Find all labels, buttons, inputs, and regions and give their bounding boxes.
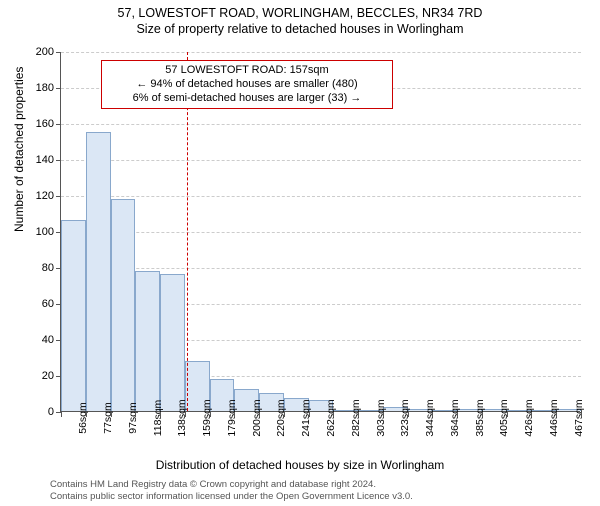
xtick-label: 241sqm: [300, 399, 312, 436]
ytick-label: 160: [24, 118, 54, 130]
xtick-label: 282sqm: [350, 399, 362, 436]
ytick-label: 60: [24, 298, 54, 310]
histogram-bar: [135, 271, 160, 411]
footer-line1: Contains HM Land Registry data © Crown c…: [50, 479, 413, 490]
xtick-label: 405sqm: [498, 399, 510, 436]
ytick-mark: [56, 160, 61, 161]
page-title-line2: Size of property relative to detached ho…: [0, 22, 600, 36]
gridline: [61, 124, 581, 125]
xtick-mark: [556, 412, 557, 417]
xtick-mark: [111, 412, 112, 417]
page-title-line1: 57, LOWESTOFT ROAD, WORLINGHAM, BECCLES,…: [0, 6, 600, 20]
ytick-label: 20: [24, 370, 54, 382]
footer-attribution: Contains HM Land Registry data © Crown c…: [50, 479, 413, 502]
ytick-label: 100: [24, 226, 54, 238]
ytick-label: 80: [24, 262, 54, 274]
ytick-label: 200: [24, 46, 54, 58]
xtick-mark: [259, 412, 260, 417]
xtick-mark: [284, 412, 285, 417]
xtick-label: 220sqm: [275, 399, 287, 436]
gridline: [61, 196, 581, 197]
xtick-mark: [86, 412, 87, 417]
gridline: [61, 160, 581, 161]
xtick-label: 323sqm: [399, 399, 411, 436]
xtick-label: 426sqm: [523, 399, 535, 436]
xtick-label: 467sqm: [573, 399, 585, 436]
ytick-label: 180: [24, 82, 54, 94]
annotation-box: 57 LOWESTOFT ROAD: 157sqm← 94% of detach…: [101, 60, 393, 109]
xtick-mark: [210, 412, 211, 417]
xtick-label: 262sqm: [325, 399, 337, 436]
xtick-mark: [432, 412, 433, 417]
xtick-label: 385sqm: [474, 399, 486, 436]
histogram-bar: [86, 132, 111, 411]
xtick-label: 56sqm: [77, 402, 89, 434]
annotation-line: ← 94% of detached houses are smaller (48…: [108, 78, 386, 92]
gridline: [61, 268, 581, 269]
xtick-mark: [581, 412, 582, 417]
xtick-mark: [383, 412, 384, 417]
xtick-label: 200sqm: [251, 399, 263, 436]
footer-line2: Contains public sector information licen…: [50, 491, 413, 502]
histogram-bar: [61, 220, 86, 411]
xtick-mark: [531, 412, 532, 417]
xtick-mark: [482, 412, 483, 417]
xtick-mark: [408, 412, 409, 417]
ytick-label: 120: [24, 190, 54, 202]
xtick-mark: [507, 412, 508, 417]
gridline: [61, 232, 581, 233]
xtick-label: 179sqm: [226, 399, 238, 436]
xtick-mark: [185, 412, 186, 417]
plot-area: 02040608010012014016018020056sqm77sqm97s…: [60, 52, 580, 412]
xtick-mark: [160, 412, 161, 417]
xtick-label: 344sqm: [424, 399, 436, 436]
xtick-mark: [309, 412, 310, 417]
xtick-mark: [135, 412, 136, 417]
xtick-label: 97sqm: [127, 402, 139, 434]
xtick-label: 303sqm: [375, 399, 387, 436]
gridline: [61, 52, 581, 53]
xtick-label: 446sqm: [548, 399, 560, 436]
annotation-line: 57 LOWESTOFT ROAD: 157sqm: [108, 64, 386, 78]
ytick-mark: [56, 196, 61, 197]
xtick-label: 118sqm: [152, 400, 164, 437]
ytick-mark: [56, 52, 61, 53]
xtick-label: 77sqm: [102, 402, 114, 434]
annotation-line: 6% of semi-detached houses are larger (3…: [108, 92, 386, 106]
histogram-chart: 02040608010012014016018020056sqm77sqm97s…: [60, 52, 580, 412]
x-axis-label: Distribution of detached houses by size …: [0, 458, 600, 472]
xtick-mark: [358, 412, 359, 417]
xtick-mark: [234, 412, 235, 417]
xtick-mark: [61, 412, 62, 417]
ytick-label: 0: [24, 406, 54, 418]
histogram-bar: [111, 199, 136, 411]
xtick-mark: [333, 412, 334, 417]
histogram-bar: [160, 274, 185, 411]
xtick-label: 364sqm: [449, 399, 461, 436]
ytick-mark: [56, 88, 61, 89]
ytick-mark: [56, 124, 61, 125]
xtick-mark: [457, 412, 458, 417]
ytick-label: 40: [24, 334, 54, 346]
ytick-label: 140: [24, 154, 54, 166]
xtick-label: 159sqm: [201, 399, 213, 436]
